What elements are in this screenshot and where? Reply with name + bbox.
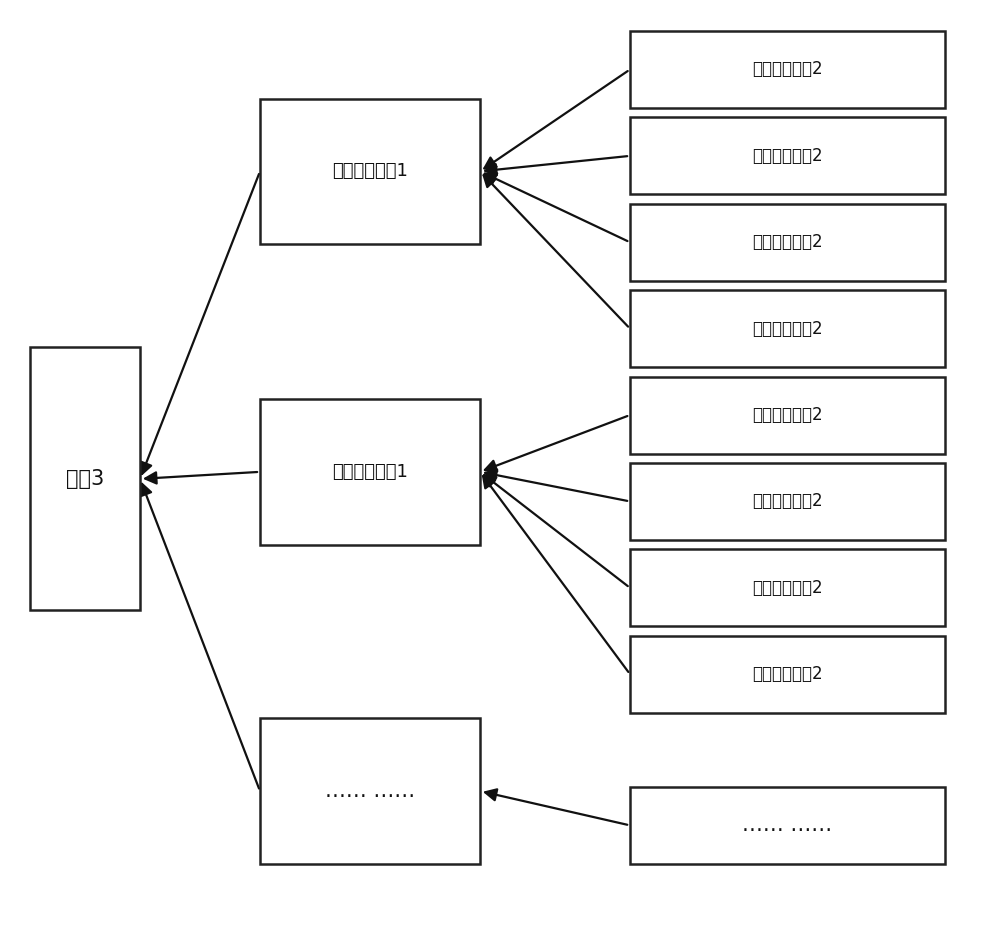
FancyBboxPatch shape	[630, 204, 945, 281]
FancyBboxPatch shape	[630, 549, 945, 626]
FancyBboxPatch shape	[30, 347, 140, 610]
Text: …… ……: …… ……	[742, 815, 833, 836]
FancyBboxPatch shape	[630, 117, 945, 194]
Text: 二级测温终端2: 二级测温终端2	[752, 233, 823, 252]
Text: 二级测温终端2: 二级测温终端2	[752, 60, 823, 79]
FancyBboxPatch shape	[630, 636, 945, 713]
Text: 一级测温终端1: 一级测温终端1	[332, 463, 408, 481]
Text: 二级测温终端2: 二级测温终端2	[752, 406, 823, 424]
FancyBboxPatch shape	[630, 31, 945, 108]
FancyBboxPatch shape	[630, 290, 945, 367]
Text: 二级测温终端2: 二级测温终端2	[752, 492, 823, 511]
Text: 二级测温终端2: 二级测温终端2	[752, 319, 823, 338]
Text: 一级测温终端1: 一级测温终端1	[332, 162, 408, 180]
FancyBboxPatch shape	[260, 718, 480, 864]
Text: …… ……: …… ……	[325, 781, 415, 801]
FancyBboxPatch shape	[260, 99, 480, 244]
Text: 二级测温终端2: 二级测温终端2	[752, 665, 823, 684]
Text: 二级测温终端2: 二级测温终端2	[752, 146, 823, 165]
FancyBboxPatch shape	[630, 377, 945, 454]
FancyBboxPatch shape	[260, 399, 480, 545]
FancyBboxPatch shape	[630, 787, 945, 864]
FancyBboxPatch shape	[630, 463, 945, 540]
Text: 网关3: 网关3	[66, 469, 104, 489]
Text: 二级测温终端2: 二级测温终端2	[752, 578, 823, 597]
